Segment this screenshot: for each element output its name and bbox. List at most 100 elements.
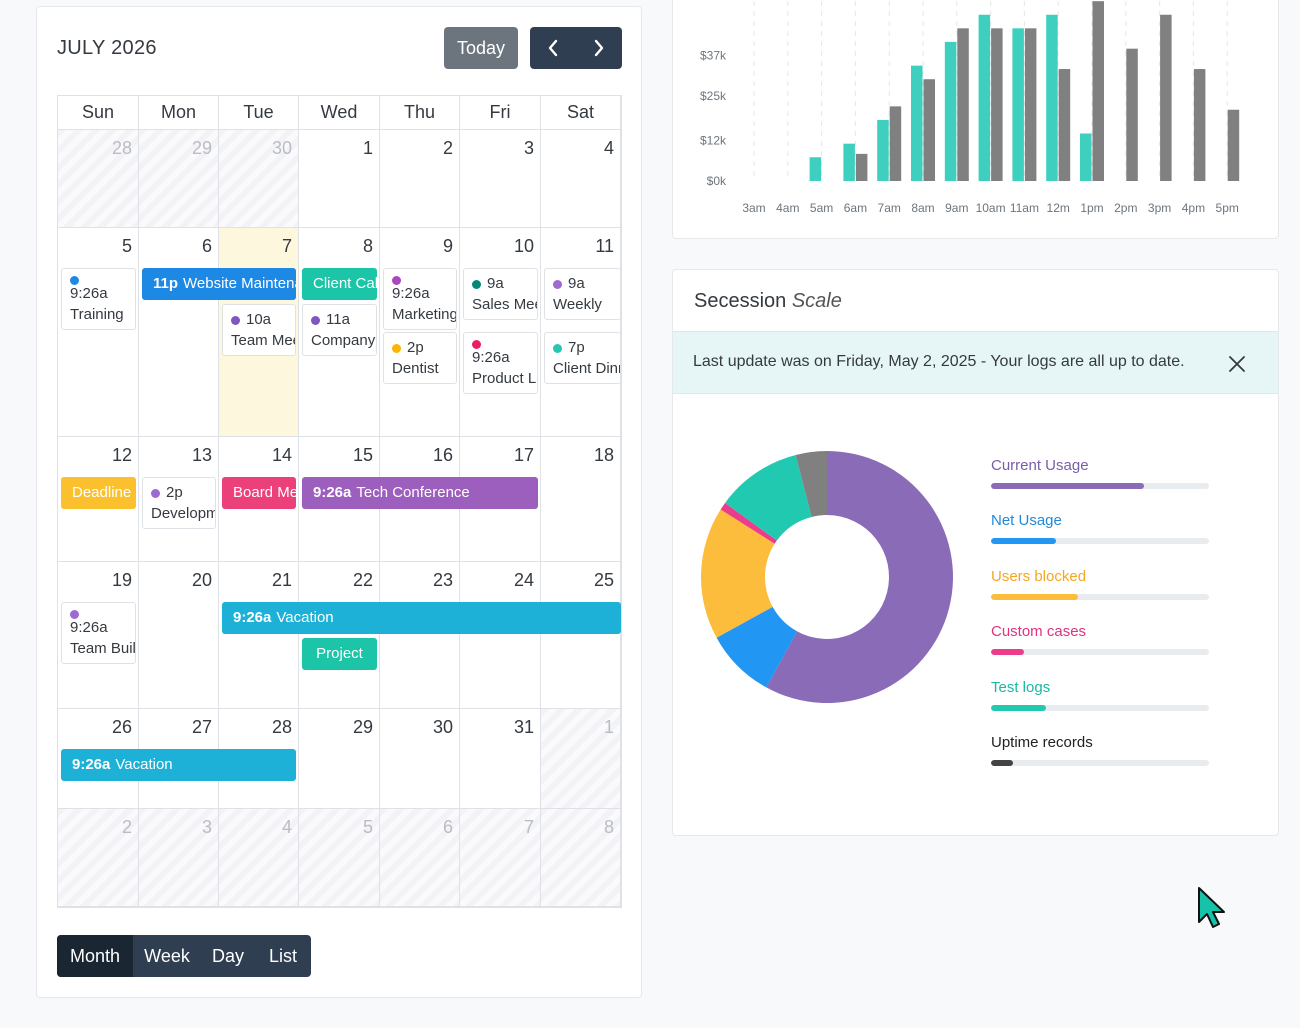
day-number[interactable]: 5	[121, 236, 132, 256]
bar[interactable]	[843, 143, 855, 181]
next-month-button[interactable]	[576, 27, 622, 69]
calendar-event[interactable]: 9:26a Training	[61, 268, 136, 330]
day-number[interactable]: 29	[352, 717, 373, 737]
day-cell[interactable]: 28	[219, 709, 299, 809]
day-cell[interactable]: 4	[219, 809, 299, 907]
day-number[interactable]: 27	[191, 717, 212, 737]
calendar-event[interactable]: 9:26a Marketing	[383, 268, 457, 330]
bar[interactable]	[911, 65, 923, 181]
day-number[interactable]: 7	[281, 236, 292, 256]
day-number[interactable]: 5	[362, 817, 373, 837]
calendar-event[interactable]: 9a Weekly	[544, 268, 621, 320]
day-number[interactable]: 2	[442, 138, 453, 158]
day-number[interactable]: 22	[352, 570, 373, 590]
bar[interactable]	[855, 153, 868, 181]
day-number[interactable]: 17	[513, 445, 534, 465]
day-number[interactable]: 29	[191, 138, 212, 158]
bar[interactable]	[944, 41, 957, 182]
day-number[interactable]: 23	[432, 570, 453, 590]
day-number[interactable]: 30	[271, 138, 292, 158]
calendar-event[interactable]: 11a Company Event	[302, 304, 377, 356]
day-cell[interactable]: 29	[299, 709, 380, 809]
calendar-event[interactable]: 10a Team Meeting	[222, 304, 296, 356]
day-number[interactable]: 14	[271, 445, 292, 465]
bar[interactable]	[1080, 133, 1092, 182]
day-number[interactable]: 13	[191, 445, 212, 465]
calendar-event[interactable]: Deadline	[61, 477, 136, 509]
day-cell[interactable]: 2	[380, 130, 460, 228]
today-button[interactable]: Today	[444, 27, 518, 69]
donut-segment[interactable]	[795, 451, 827, 517]
day-number[interactable]: 28	[271, 717, 292, 737]
bar[interactable]	[1092, 1, 1105, 181]
calendar-event[interactable]: 9:26a Vacation	[222, 602, 621, 634]
day-cell[interactable]: 25	[541, 562, 621, 709]
bar[interactable]	[957, 28, 969, 182]
view-month-button[interactable]: Month	[57, 935, 133, 977]
calendar-event[interactable]: Board Meeting	[222, 477, 296, 509]
day-cell[interactable]: 28	[58, 130, 139, 228]
donut-segment[interactable]	[701, 509, 775, 638]
day-number[interactable]: 25	[593, 570, 614, 590]
day-number[interactable]: 26	[111, 717, 132, 737]
day-number[interactable]: 19	[111, 570, 132, 590]
bar[interactable]	[1126, 48, 1138, 181]
calendar-event[interactable]: 9:26a Vacation	[61, 749, 296, 781]
donut-segment[interactable]	[720, 502, 777, 544]
bar[interactable]	[1058, 69, 1071, 181]
calendar-event[interactable]: 7p Client Dinner	[544, 332, 621, 384]
calendar-event[interactable]: Project	[302, 638, 377, 670]
day-number[interactable]: 8	[362, 236, 373, 256]
day-cell[interactable]: 2	[58, 809, 139, 907]
bar[interactable]	[991, 28, 1003, 182]
day-cell[interactable]: 23	[380, 562, 460, 709]
day-cell[interactable]: 10	[460, 228, 541, 437]
day-number[interactable]: 6	[442, 817, 453, 837]
day-number[interactable]: 1	[603, 717, 614, 737]
bar[interactable]	[1046, 14, 1058, 181]
day-cell[interactable]: 5	[299, 809, 380, 907]
day-number[interactable]: 20	[191, 570, 212, 590]
day-number[interactable]: 18	[593, 445, 614, 465]
day-number[interactable]: 6	[201, 236, 212, 256]
view-list-button[interactable]: List	[268, 945, 297, 966]
day-cell[interactable]: 12	[58, 437, 139, 562]
day-cell[interactable]: 14	[219, 437, 299, 562]
day-number[interactable]: 31	[513, 717, 534, 737]
day-cell[interactable]: 18	[541, 437, 621, 562]
day-cell[interactable]: 8	[541, 809, 621, 907]
bar[interactable]	[809, 157, 822, 181]
calendar-event[interactable]: 9:26a Product Launch	[463, 332, 538, 394]
day-cell[interactable]: 19	[58, 562, 139, 709]
day-cell[interactable]: 6	[139, 228, 219, 437]
day-number[interactable]: 28	[111, 138, 132, 158]
bar[interactable]	[1012, 28, 1024, 182]
day-number[interactable]: 24	[513, 570, 534, 590]
day-number[interactable]: 10	[513, 236, 534, 256]
calendar-event[interactable]: 2p Dentist	[383, 332, 457, 384]
day-cell[interactable]: 20	[139, 562, 219, 709]
day-cell[interactable]: 29	[139, 130, 219, 228]
day-number[interactable]: 15	[352, 445, 373, 465]
close-alert-button[interactable]	[1227, 354, 1247, 374]
day-number[interactable]: 30	[432, 717, 453, 737]
day-number[interactable]: 3	[523, 138, 534, 158]
day-cell[interactable]: 3	[460, 130, 541, 228]
bar[interactable]	[1160, 14, 1172, 181]
day-cell[interactable]: 5	[58, 228, 139, 437]
bar[interactable]	[877, 119, 889, 181]
bar[interactable]	[1193, 69, 1206, 181]
day-number[interactable]: 4	[603, 138, 614, 158]
day-cell[interactable]: 21	[219, 562, 299, 709]
view-week-button[interactable]: Week	[144, 945, 190, 966]
day-cell[interactable]: 6	[380, 809, 460, 907]
day-cell[interactable]: 9	[380, 228, 460, 437]
bar[interactable]	[1227, 109, 1240, 181]
day-cell[interactable]: 8	[299, 228, 380, 437]
bar[interactable]	[923, 79, 936, 181]
day-number[interactable]: 12	[111, 445, 132, 465]
day-cell[interactable]: 4	[541, 130, 621, 228]
bar[interactable]	[889, 106, 902, 181]
calendar-event[interactable]: 9:26a Tech Conference	[302, 477, 538, 509]
